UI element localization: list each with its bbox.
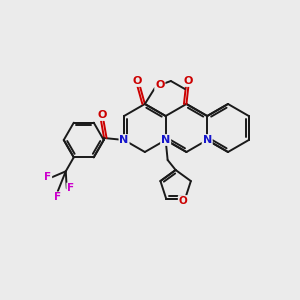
Text: N: N xyxy=(161,135,170,145)
Text: O: O xyxy=(132,76,142,86)
Text: N: N xyxy=(202,135,212,145)
Text: F: F xyxy=(44,172,51,182)
Text: O: O xyxy=(184,76,193,86)
Text: O: O xyxy=(179,196,188,206)
Text: N: N xyxy=(119,135,129,145)
Text: F: F xyxy=(54,192,61,202)
Text: O: O xyxy=(98,110,107,120)
Text: F: F xyxy=(67,183,74,193)
Text: O: O xyxy=(155,80,164,90)
